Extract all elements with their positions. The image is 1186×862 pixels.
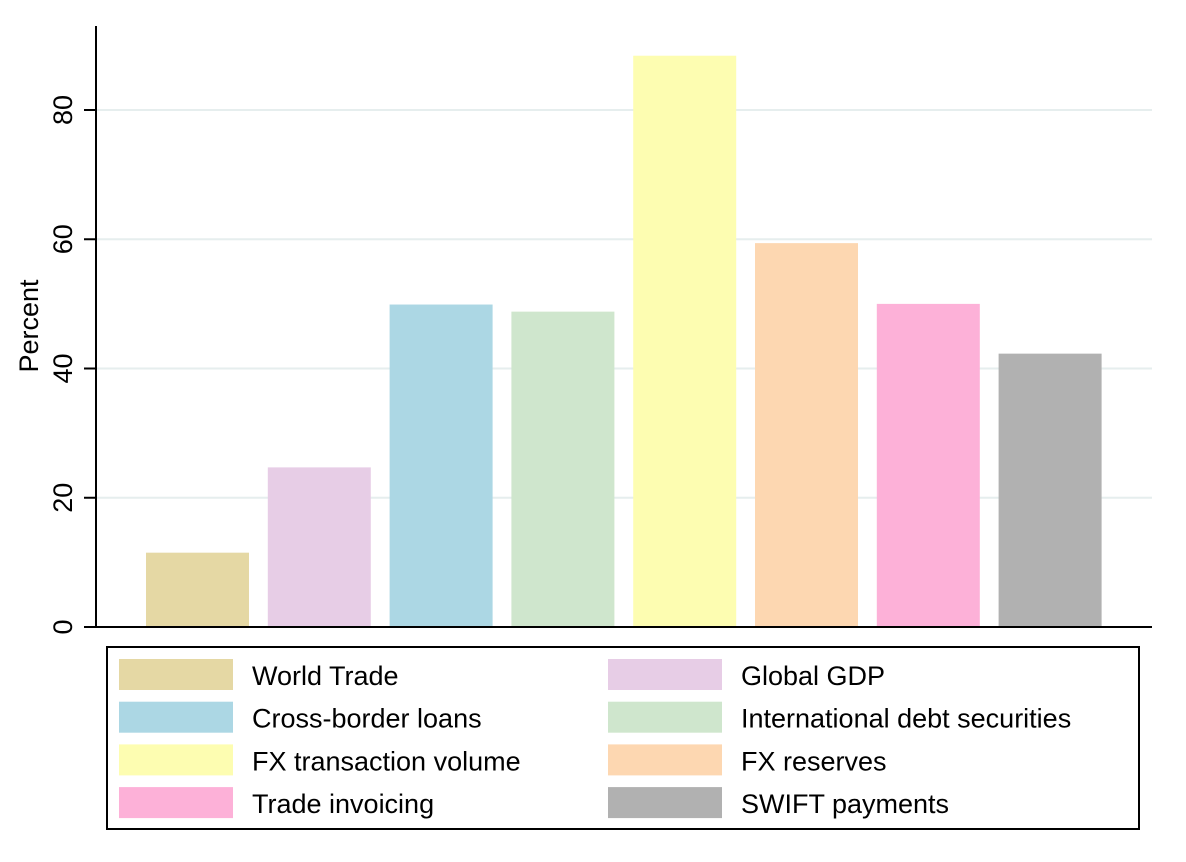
legend-label-trade-invoicing: Trade invoicing: [252, 789, 434, 819]
legend-label-fx-transaction-volume: FX transaction volume: [252, 746, 521, 776]
bar-world-trade: [146, 552, 249, 627]
bar-fx-reserves: [755, 243, 858, 627]
legend-swatch-fx-reserves: [608, 744, 722, 776]
axes: [95, 26, 1152, 628]
legend-swatch-international-debt-securities: [608, 701, 722, 733]
legend-label-fx-reserves: FX reserves: [741, 746, 887, 776]
legend: World Trade Global GDP Cross-border loans I…: [106, 646, 1140, 830]
y-tick-label: 20: [48, 483, 78, 513]
legend-swatch-world-trade: [119, 659, 233, 690]
bar-cross-border-loans: [389, 304, 493, 627]
legend-label-cross-border-loans: Cross-border loans: [252, 704, 482, 734]
y-tick-label: 0: [48, 619, 78, 634]
legend-swatch-trade-invoicing: [119, 787, 233, 819]
y-tick-label: 60: [48, 224, 78, 254]
bar-international-debt-securities: [511, 311, 615, 627]
bar-fx-transaction-volume: [633, 55, 737, 628]
grid-lines: [96, 109, 1152, 499]
bar-swift-payments: [998, 353, 1102, 627]
bars: [146, 55, 1102, 628]
y-tick-label: 80: [48, 95, 78, 125]
legend-label-international-debt-securities: International debt securities: [741, 704, 1071, 734]
y-tick-label: 40: [48, 353, 78, 383]
legend-label-world-trade: World Trade: [252, 661, 399, 691]
y-axis-title: Percent: [14, 279, 44, 373]
legend-swatch-global-gdp: [608, 659, 722, 690]
legend-swatch-swift-payments: [608, 787, 722, 819]
legend-swatch-fx-transaction-volume: [119, 744, 233, 776]
legend-label-swift-payments: SWIFT payments: [741, 789, 949, 819]
legend-label-global-gdp: Global GDP: [741, 661, 885, 691]
bar-global-gdp: [267, 467, 371, 627]
legend-swatch-cross-border-loans: [119, 701, 233, 733]
bar-trade-invoicing: [876, 303, 980, 627]
y-ticks: 0 20 40 60 80: [48, 95, 96, 635]
